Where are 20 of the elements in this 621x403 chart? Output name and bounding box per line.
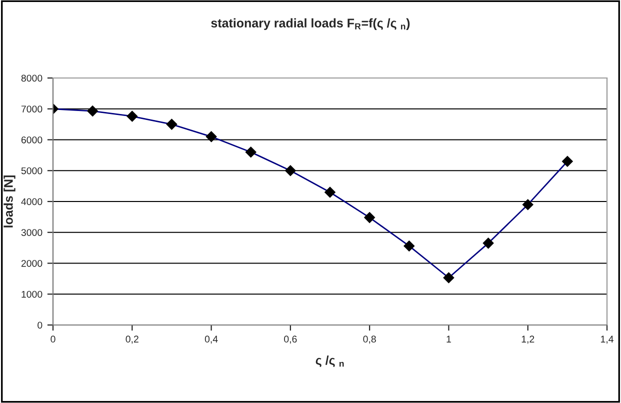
x-tick-label: 1 bbox=[446, 336, 451, 342]
x-tick-label: 1,4 bbox=[600, 336, 614, 344]
x-tick-label: 1,2 bbox=[522, 336, 534, 344]
y-tick-label: 1000 bbox=[22, 290, 42, 298]
x-tick-label: 0,8 bbox=[363, 336, 376, 344]
y-tick-label: 6000 bbox=[21, 136, 42, 144]
y-tick-label: 3000 bbox=[21, 229, 42, 236]
x-tick-label: 0,4 bbox=[204, 336, 218, 344]
x-axis-title: ς /ς $_{n}$ bbox=[316, 356, 344, 368]
x-tick-label: 0 bbox=[50, 336, 56, 343]
y-tick-label: 8000 bbox=[21, 74, 42, 82]
x-tick-label: 0,2 bbox=[126, 336, 138, 344]
y-tick-label: 0 bbox=[38, 322, 42, 329]
y-tick-label: 4000 bbox=[21, 198, 42, 206]
chart-title: stationary radial loads F$_{R}$=f(ς /ς $_{n}$) bbox=[211, 18, 410, 30]
x-tick-label: 0,6 bbox=[284, 336, 297, 344]
y-tick-label: 2000 bbox=[21, 260, 42, 267]
y-tick-label: 5000 bbox=[21, 167, 42, 174]
y-tick-label: 7000 bbox=[21, 106, 42, 112]
y-axis-title: loads [N] bbox=[4, 175, 16, 228]
